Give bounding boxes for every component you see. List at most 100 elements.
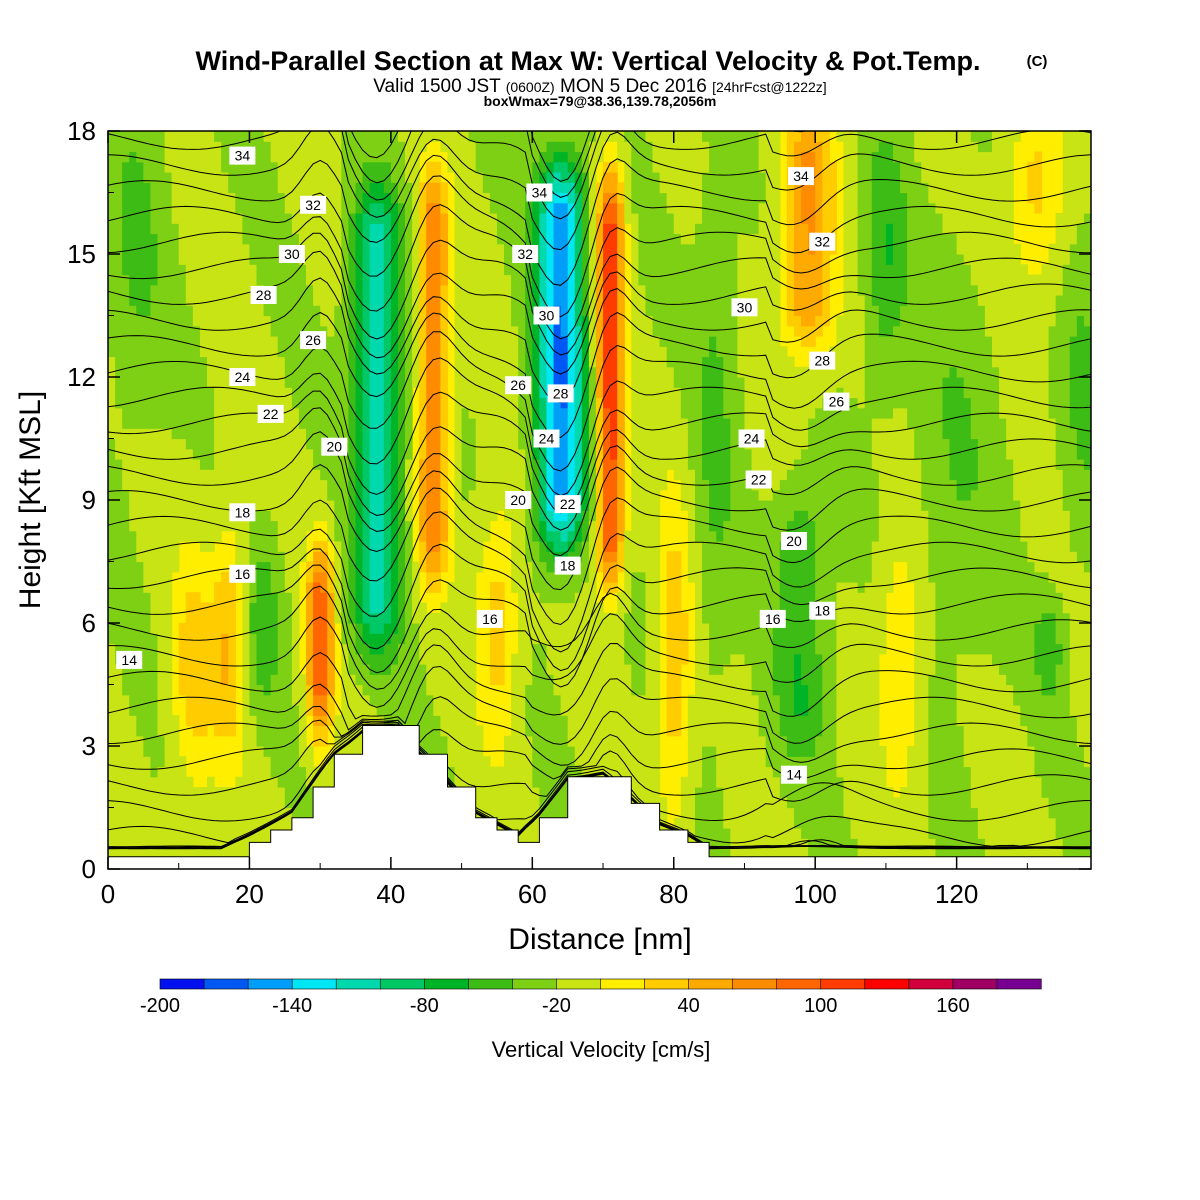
w-cell (419, 356, 427, 368)
w-cell (588, 664, 597, 675)
w-cell (242, 643, 251, 655)
w-cell (199, 397, 208, 409)
w-cell (263, 633, 272, 645)
w-cell (171, 151, 180, 163)
w-cell (475, 325, 484, 337)
w-cell (313, 541, 321, 552)
w-cell (192, 387, 201, 399)
w-cell (397, 418, 406, 429)
w-cell (595, 397, 604, 409)
w-cell (178, 797, 187, 809)
w-cell (263, 448, 272, 460)
w-cell (129, 202, 137, 214)
w-cell (242, 838, 251, 850)
w-cell (581, 520, 590, 532)
w-cell (150, 377, 159, 388)
w-cell (327, 274, 335, 286)
w-cell (235, 428, 243, 440)
w-cell (581, 243, 590, 255)
w-cell (603, 510, 611, 522)
w-cell (341, 213, 350, 224)
w-cell (291, 325, 300, 337)
w-cell (348, 705, 357, 716)
w-cell (581, 131, 590, 142)
w-cell (588, 500, 597, 511)
w-cell (150, 828, 159, 839)
w-cell (136, 274, 144, 286)
w-cell (482, 161, 491, 173)
w-cell (334, 305, 342, 317)
w-cell (136, 694, 144, 706)
w-cell (242, 653, 251, 665)
w-cell (433, 561, 441, 573)
w-cell (560, 602, 569, 614)
w-cell (475, 377, 484, 388)
w-cell (108, 161, 116, 173)
w-cell (440, 356, 449, 368)
w-cell (454, 674, 463, 686)
w-cell (150, 161, 159, 173)
w-cell (306, 397, 314, 409)
w-cell (475, 397, 484, 409)
w-cell (199, 848, 208, 860)
w-cell (178, 264, 187, 276)
w-cell (574, 582, 583, 593)
w-cell (291, 520, 300, 532)
w-cell (603, 479, 611, 491)
w-cell (482, 418, 491, 429)
w-cell (164, 776, 173, 788)
w-cell (298, 766, 307, 778)
w-cell (214, 664, 222, 675)
w-cell (560, 202, 569, 214)
w-cell (504, 735, 512, 747)
w-cell (228, 715, 236, 727)
w-cell (525, 284, 533, 296)
w-cell (383, 469, 392, 481)
w-cell (320, 561, 328, 573)
w-cell (405, 223, 413, 235)
w-cell (603, 172, 611, 183)
w-cell (362, 407, 371, 419)
w-cell (199, 438, 208, 450)
w-cell (511, 735, 519, 747)
w-cell (567, 479, 576, 491)
w-cell (383, 213, 392, 224)
w-cell (362, 213, 371, 224)
w-cell (603, 674, 611, 686)
w-cell (129, 828, 137, 839)
w-cell (560, 633, 569, 645)
w-cell (518, 418, 526, 429)
w-cell (327, 489, 335, 501)
w-cell (603, 541, 611, 552)
w-cell (263, 551, 272, 563)
w-cell (122, 397, 130, 409)
w-cell (412, 213, 420, 224)
w-cell (108, 592, 116, 604)
w-cell (348, 254, 357, 265)
w-cell (306, 705, 314, 716)
w-cell (525, 623, 533, 634)
w-cell (532, 756, 540, 768)
w-cell (383, 705, 392, 716)
w-cell (489, 653, 498, 665)
w-cell (553, 530, 562, 542)
w-cell (256, 151, 265, 163)
w-cell (553, 469, 562, 481)
w-cell (355, 346, 364, 358)
w-cell (164, 192, 173, 204)
w-cell (150, 520, 159, 532)
w-cell (454, 213, 463, 224)
w-cell (355, 418, 364, 429)
w-cell (115, 551, 123, 563)
w-cell (525, 223, 533, 235)
w-cell (277, 530, 286, 542)
w-cell (397, 284, 406, 296)
w-cell (525, 633, 533, 645)
w-cell (108, 746, 116, 757)
w-cell (313, 182, 321, 194)
w-cell (313, 284, 321, 296)
w-cell (454, 541, 463, 552)
w-cell (433, 551, 441, 563)
w-cell (511, 776, 519, 788)
w-cell (440, 684, 449, 696)
